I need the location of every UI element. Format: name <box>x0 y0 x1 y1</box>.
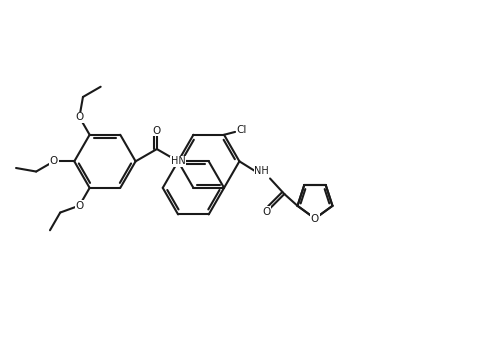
Text: NH: NH <box>254 166 269 176</box>
Text: Cl: Cl <box>236 125 247 135</box>
Text: O: O <box>263 206 271 217</box>
Text: O: O <box>50 156 58 166</box>
Text: O: O <box>75 201 83 211</box>
Text: O: O <box>153 126 161 136</box>
Text: O: O <box>75 112 83 122</box>
Text: HN: HN <box>171 156 186 166</box>
Text: O: O <box>311 214 319 223</box>
